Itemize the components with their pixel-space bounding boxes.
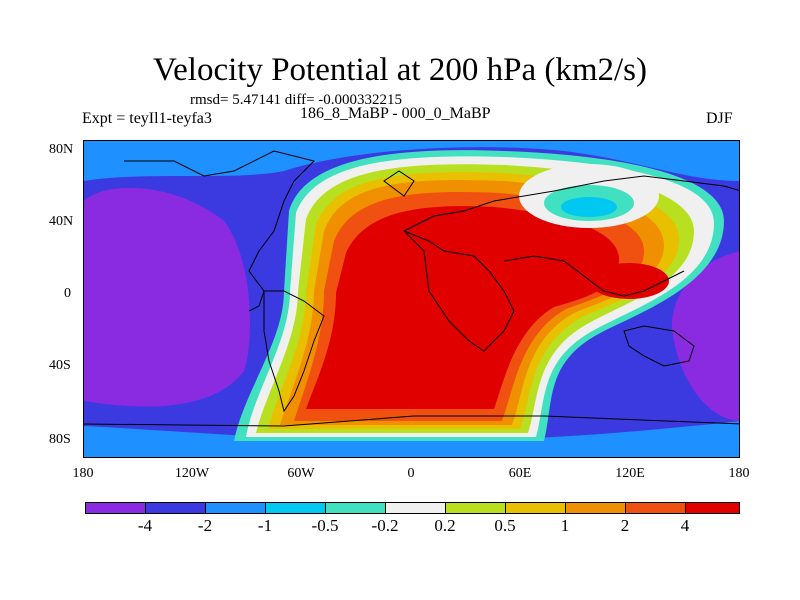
x-tick-label: 0 (407, 466, 415, 481)
plot-title: Velocity Potential at 200 hPa (km2/s) (152, 52, 648, 88)
colorbar-cell (445, 502, 506, 514)
colorbar-label: 4 (680, 516, 690, 535)
colorbar-cell (85, 502, 146, 514)
x-tick-label: 180 (728, 466, 750, 481)
colorbar-cell (325, 502, 386, 514)
season-label: DJF (706, 110, 733, 127)
stats-line: rmsd= 5.47141 diff= -0.000332215 (190, 92, 403, 108)
y-tick-label: 40S (49, 358, 71, 373)
field-band-light-negative-south (84, 421, 739, 457)
colorbar-label: -2 (197, 516, 213, 535)
colorbar-label: 2 (620, 516, 630, 535)
field-band-light-negative-north (84, 141, 739, 181)
colorbar-label: 0.5 (494, 516, 516, 535)
colorbar-cell (265, 502, 326, 514)
colorbar-cell (205, 502, 266, 514)
y-tick-label: 80N (49, 142, 74, 157)
colorbar-label: 0.2 (434, 516, 456, 535)
colorbar-cell (685, 502, 740, 514)
colorbar-label: -1 (257, 516, 273, 535)
experiment-label: Expt = teyIl1-teyfa3 (82, 110, 212, 127)
x-tick-label: 60E (508, 466, 532, 481)
colorbar-cell (385, 502, 446, 514)
center-label: 186_8_MaBP - 000_0_MaBP (300, 105, 491, 122)
colorbar-label: -4 (137, 516, 153, 535)
coastlines (84, 150, 739, 427)
x-tick-label: 60W (287, 466, 315, 481)
field-band-strong-negative-east (672, 251, 739, 421)
x-tick-label: 180 (72, 466, 94, 481)
y-tick-label: 80S (49, 432, 71, 447)
x-tick-label: 120W (174, 466, 210, 481)
colorbar-label: -0.2 (371, 516, 399, 535)
y-tick-label: 0 (64, 286, 71, 301)
colorbar-cell (145, 502, 206, 514)
y-tick-label: 40N (49, 214, 74, 229)
field-blob-negative (561, 197, 617, 217)
x-tick-label: 120E (615, 466, 645, 481)
field-lobe-strong-positive (589, 263, 669, 299)
colorbar-cell (505, 502, 566, 514)
map-panel (83, 140, 740, 458)
colorbar-label: 1 (560, 516, 570, 535)
colorbar-label: -0.5 (311, 516, 339, 535)
colorbar-cell (625, 502, 686, 514)
map-field (84, 141, 739, 457)
field-band-strong-negative-west (84, 187, 250, 407)
colorbar-cell (565, 502, 626, 514)
